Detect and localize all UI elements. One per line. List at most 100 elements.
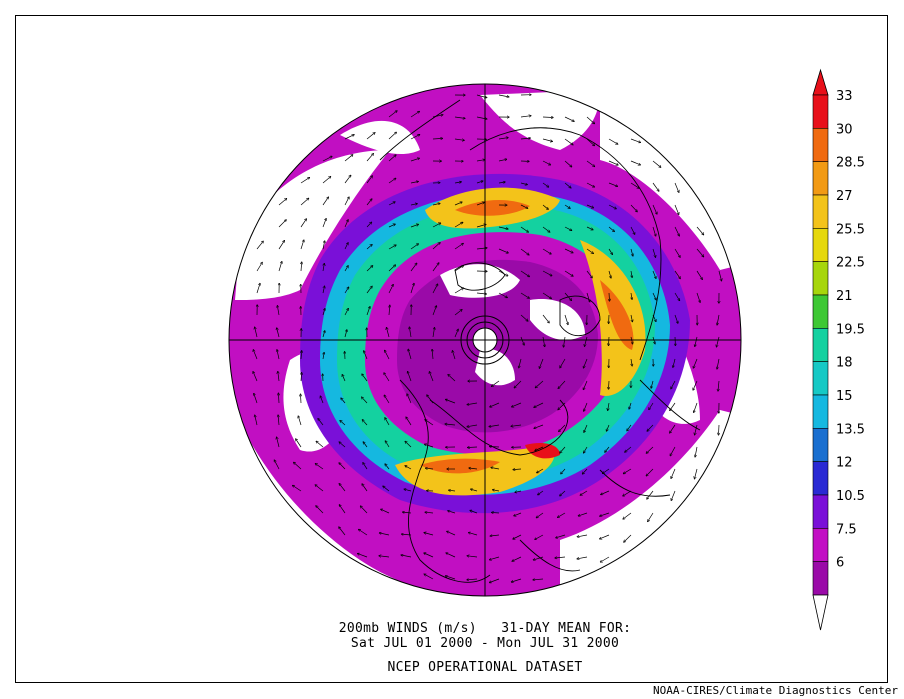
wind-vector-arrow	[498, 292, 507, 298]
wind-vector-arrow	[652, 270, 656, 278]
wind-vector-arrow	[586, 160, 595, 167]
wind-vector-arrow	[322, 177, 331, 184]
wind-vector-arrow	[489, 424, 500, 427]
wind-vector-arrow	[379, 556, 390, 557]
wind-vector-arrow	[627, 424, 632, 431]
wind-vector-arrow	[695, 336, 698, 346]
wind-vector-arrow	[652, 248, 656, 257]
wind-vector-arrow	[388, 224, 395, 228]
wind-vector-arrow	[359, 530, 368, 536]
wind-vector-arrow	[454, 288, 463, 294]
colorbar-tick-label: 6	[836, 556, 844, 571]
wind-vector-arrow	[344, 155, 353, 162]
colorbar-swatch	[812, 361, 829, 396]
wind-vector-arrow	[718, 380, 719, 391]
wind-vector-arrow	[366, 245, 372, 250]
wind-vector-arrow	[630, 160, 640, 165]
wind-vector-arrow	[344, 135, 354, 140]
wind-vector-arrow	[652, 292, 656, 300]
wind-vector-arrow	[315, 485, 324, 492]
colorbar-swatch	[812, 461, 829, 496]
wind-vector-arrow	[652, 182, 659, 191]
wind-vector-arrow	[385, 464, 390, 470]
wind-vector-arrow	[670, 446, 676, 456]
wind-vector-arrow	[380, 533, 390, 536]
wind-vector-arrow	[519, 358, 522, 368]
colorbar-tick-label: 12	[836, 456, 853, 471]
wind-vector-arrow	[608, 226, 614, 231]
wind-vector-arrow	[385, 350, 390, 360]
wind-vector-arrow	[385, 441, 390, 448]
colorbar-swatch	[812, 394, 829, 429]
wind-vector-arrow	[278, 372, 279, 382]
wind-vector-arrow	[586, 204, 593, 208]
wind-vector-arrow	[535, 446, 544, 451]
wind-vector-arrow	[649, 402, 654, 410]
wind-vector-arrow	[476, 202, 484, 206]
wind-vector-arrow	[362, 484, 368, 492]
wind-vector-arrow	[693, 380, 698, 390]
plot-frame	[15, 15, 888, 683]
wind-vector-arrow	[470, 511, 478, 514]
wind-vector-arrow	[696, 226, 704, 235]
wind-vector-arrow	[717, 336, 720, 347]
wind-vector-arrow	[490, 535, 500, 536]
wind-vector-arrow	[278, 199, 287, 206]
wind-vector-arrow	[520, 314, 528, 321]
wind-vector-arrow	[366, 176, 372, 184]
wind-vector-arrow	[344, 220, 348, 228]
wind-vector-arrow	[586, 248, 593, 253]
wind-vector-arrow	[340, 421, 346, 426]
wind-vector-arrow	[469, 533, 478, 536]
wind-vector-arrow	[300, 178, 309, 184]
wind-vector-arrow	[339, 484, 346, 492]
wind-vector-arrow	[585, 336, 588, 346]
wind-vector-arrow	[318, 419, 324, 426]
wind-vector-arrow	[274, 460, 280, 470]
wind-vector-arrow	[586, 116, 594, 124]
wind-vector-arrow	[559, 424, 566, 431]
wind-vector-arrow	[387, 328, 390, 338]
wind-vector-arrow	[631, 314, 632, 322]
colorbar-top-arrow	[812, 68, 829, 96]
wind-vector-arrow	[432, 284, 438, 294]
wind-vector-arrow	[388, 265, 395, 272]
wind-vector-arrow	[432, 306, 436, 316]
wind-vector-arrow	[652, 204, 657, 214]
wind-vector-arrow	[300, 198, 309, 206]
wind-vector-arrow	[322, 197, 328, 206]
wind-vector-arrow	[384, 395, 390, 404]
colorbar-swatch	[812, 428, 829, 462]
wind-vector-arrow	[623, 512, 632, 519]
wind-vector-arrow	[564, 336, 566, 347]
colorbar-swatch	[812, 528, 829, 562]
wind-vector-arrow	[542, 248, 551, 254]
wind-vector-arrow	[432, 350, 433, 360]
wind-vector-arrow	[358, 554, 368, 558]
wind-vector-arrow	[564, 226, 572, 230]
wind-vector-arrow	[408, 372, 412, 382]
wind-vector-arrow	[674, 270, 680, 279]
wind-vector-arrow	[584, 402, 588, 411]
wind-vector-arrow	[454, 222, 463, 228]
wind-vector-arrow	[426, 468, 434, 469]
wind-vector-arrow	[558, 512, 566, 517]
wind-vector-arrow	[498, 94, 509, 97]
wind-vector-arrow	[404, 489, 412, 492]
wind-vector-arrow	[384, 373, 390, 382]
wind-vector-arrow	[520, 248, 529, 255]
wind-vector-arrow	[646, 446, 654, 453]
wind-vector-arrow	[447, 531, 456, 536]
wind-vector-arrow	[560, 490, 566, 496]
colorbar-tick-label: 33	[836, 89, 853, 104]
wind-vector-arrow	[389, 305, 390, 316]
wind-vector-arrow	[608, 248, 612, 254]
wind-vector-arrow	[344, 287, 349, 294]
wind-vector-arrow	[388, 178, 396, 184]
wind-vector-arrow	[366, 222, 372, 228]
wind-vector-arrow	[696, 248, 704, 257]
colorbar-tick-label: 19.5	[836, 322, 865, 337]
wind-vector-arrow	[560, 446, 566, 453]
wind-vector-arrow	[296, 439, 302, 448]
wind-speed-contours	[229, 84, 741, 596]
